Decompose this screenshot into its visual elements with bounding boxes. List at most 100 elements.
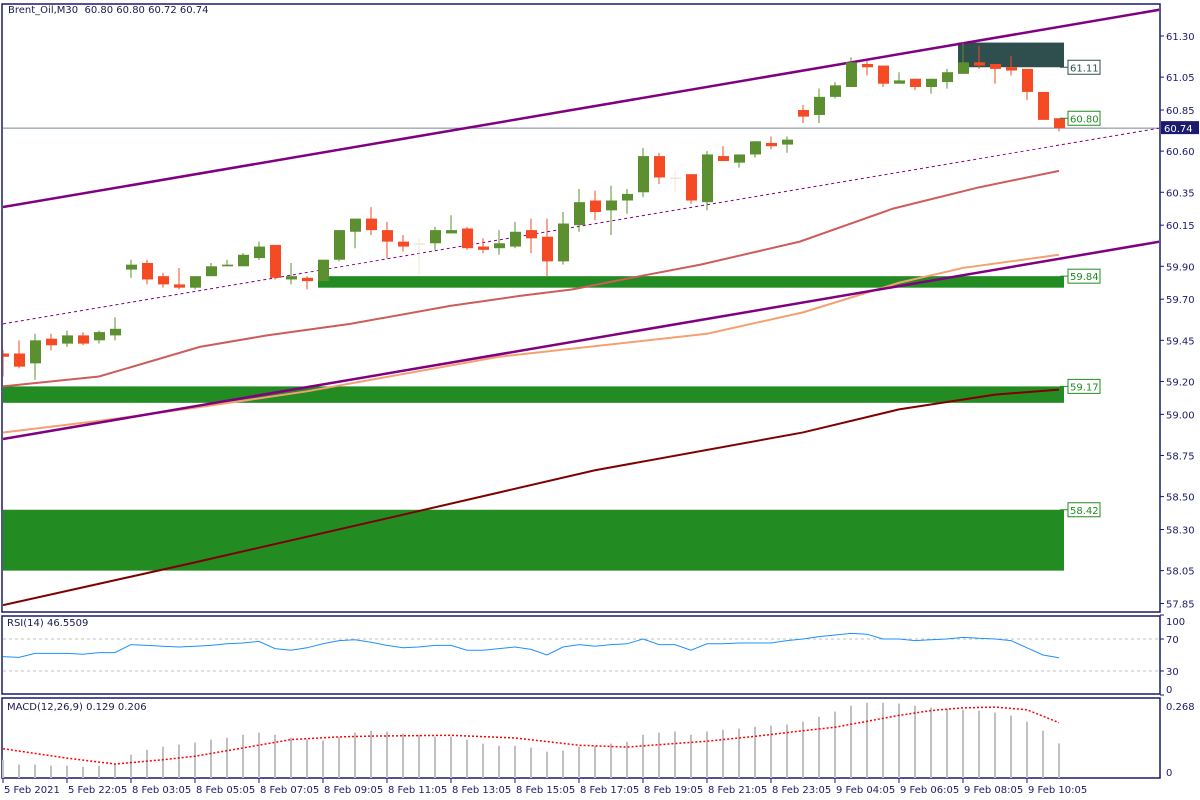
price-label-box — [1067, 378, 1101, 394]
candle — [702, 151, 713, 211]
candle-body — [574, 202, 585, 226]
candle — [814, 88, 825, 124]
candle-body — [958, 62, 969, 74]
channel-lower-line — [3, 240, 1159, 441]
y-tick-label: 59.20 — [1166, 377, 1195, 388]
candle — [942, 68, 953, 89]
candle-body — [1038, 91, 1049, 120]
candle — [542, 218, 553, 277]
candle — [654, 152, 665, 185]
y-tick-label: 60.60 — [1166, 147, 1195, 158]
current-price-value: 60.74 — [1164, 124, 1193, 135]
candle-body — [110, 328, 121, 336]
candle-body — [670, 177, 681, 179]
candle — [398, 235, 409, 252]
candle-body — [622, 193, 633, 201]
candle — [3, 350, 9, 377]
x-tick-label: 5 Feb 2021 — [4, 785, 60, 796]
channel-middle-line — [3, 127, 1159, 325]
candle-body — [910, 78, 921, 87]
candle — [798, 105, 809, 124]
main-plot — [3, 8, 1159, 607]
candle-body — [174, 284, 185, 288]
candle — [462, 226, 473, 250]
candle — [1054, 118, 1065, 132]
candle — [206, 263, 217, 277]
candle — [766, 136, 777, 150]
candle-body — [814, 96, 825, 115]
x-tick-label: 5 Feb 22:05 — [68, 785, 127, 796]
candle — [846, 57, 857, 87]
candle-body — [702, 154, 713, 203]
candle — [254, 241, 265, 260]
candle-body — [286, 276, 297, 280]
candle — [638, 147, 649, 198]
candle — [734, 154, 745, 168]
candle — [1022, 68, 1033, 101]
candle-body — [14, 353, 25, 367]
candle-body — [238, 254, 249, 267]
candle — [1038, 91, 1049, 120]
candle — [478, 238, 489, 254]
candle — [622, 188, 633, 214]
x-tick-label: 8 Feb 03:05 — [132, 785, 191, 796]
x-tick-label: 8 Feb 11:05 — [388, 785, 447, 796]
candle — [238, 253, 249, 267]
candle-body — [126, 264, 137, 270]
candle — [558, 212, 569, 265]
price-label-text: 61.11 — [1070, 63, 1099, 74]
rsi-y-tick-label: 0 — [1166, 685, 1172, 696]
candle — [334, 230, 345, 262]
current-price-badge — [1161, 121, 1199, 135]
candle-body — [206, 266, 217, 277]
symbol-label: Brent_Oil,M30 — [8, 5, 79, 16]
x-tick-label: 8 Feb 13:05 — [452, 785, 511, 796]
candle-body — [398, 241, 409, 247]
candle-body — [542, 236, 553, 262]
candle-body — [878, 65, 889, 84]
candle-body — [462, 228, 473, 249]
candle — [62, 330, 73, 347]
candle-body — [782, 139, 793, 145]
price-zone — [3, 386, 1064, 403]
candle — [14, 340, 25, 369]
candle — [686, 174, 697, 204]
x-tick-label: 9 Feb 04:05 — [836, 785, 895, 796]
candle-body — [302, 277, 313, 282]
candle-body — [190, 276, 201, 288]
y-tick-label: 58.30 — [1166, 526, 1195, 537]
x-tick-label: 9 Feb 06:05 — [900, 785, 959, 796]
macd-y-tick-label: 0.268 — [1166, 702, 1195, 713]
y-tick-label: 59.45 — [1166, 336, 1195, 347]
price-zone — [318, 276, 1064, 288]
candle — [302, 276, 313, 290]
x-tick-label: 9 Feb 08:05 — [964, 785, 1023, 796]
candle-body — [142, 263, 153, 280]
candle-body — [766, 142, 777, 147]
candle-body — [510, 231, 521, 247]
candle-body — [494, 243, 505, 249]
candle — [926, 78, 937, 94]
x-tick-label: 8 Feb 19:05 — [644, 785, 703, 796]
candle-body — [478, 246, 489, 250]
candle-body — [430, 230, 441, 244]
candle-body — [558, 223, 569, 262]
price-label-text: 59.84 — [1070, 272, 1099, 283]
candle-body — [686, 174, 697, 201]
moving-average-ma_fast — [3, 169, 1060, 388]
price-label-box — [1067, 110, 1101, 126]
candle — [990, 63, 1001, 84]
candle — [414, 238, 425, 275]
x-tick-label: 8 Feb 07:05 — [260, 785, 319, 796]
y-tick-label: 60.85 — [1166, 106, 1195, 117]
candle — [574, 188, 585, 232]
candle-body — [94, 332, 105, 341]
price-label-box — [1067, 502, 1101, 518]
candle — [158, 272, 169, 288]
candle-body — [526, 230, 537, 239]
x-tick-label: 9 Feb 10:05 — [1028, 785, 1087, 796]
candle-body — [926, 78, 937, 87]
y-tick-label: 60.15 — [1166, 221, 1195, 232]
y-tick-label: 59.70 — [1166, 295, 1195, 306]
